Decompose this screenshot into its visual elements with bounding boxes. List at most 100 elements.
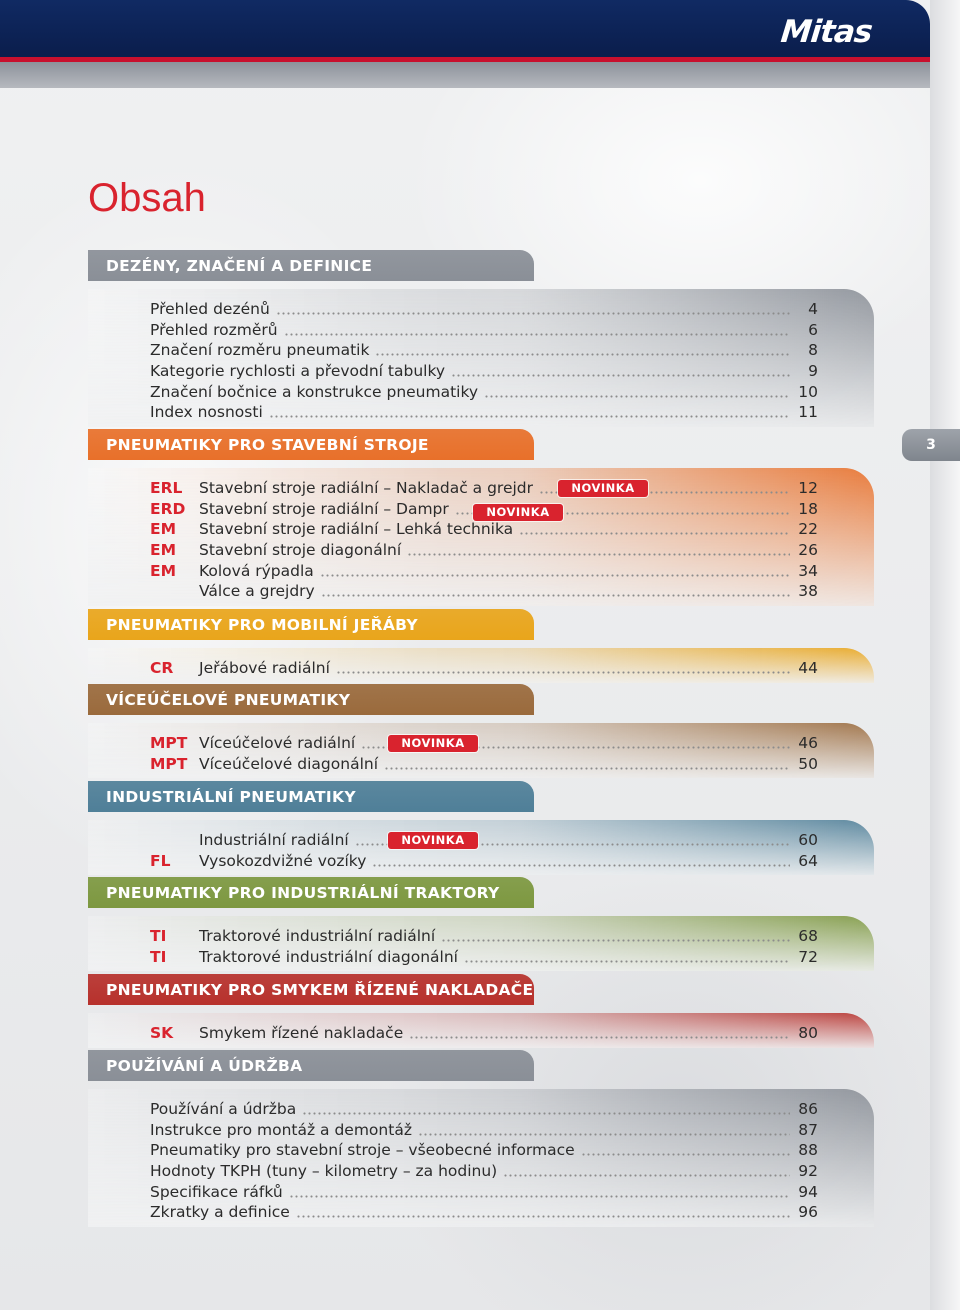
page-ref: 10: [798, 382, 818, 401]
page-ref: 12: [798, 479, 818, 497]
section-industrial: INDUSTRIÁLNÍ PNEUMATIKY Industriální radi…: [88, 781, 874, 875]
tire-code: CR: [150, 659, 174, 677]
dot-leader: [276, 312, 790, 315]
toc-entry[interactable]: Používání a údržba 86: [88, 1099, 874, 1120]
entry-label: Instrukce pro montáž a demontáž: [150, 1120, 412, 1139]
tire-code: TI: [150, 927, 167, 945]
page-ref: 94: [798, 1182, 818, 1201]
entry-label: Značení bočnice a konstrukce pneumatiky: [150, 382, 479, 401]
toc-entry[interactable]: EM Stavební stroje diagonální 26: [88, 540, 874, 561]
entry-label: Traktorové industriální diagonální: [199, 947, 458, 966]
page-ref: 34: [798, 561, 818, 580]
toc-entry[interactable]: CR Jeřábové radiální 44: [88, 658, 874, 679]
dot-leader: [409, 1036, 790, 1039]
section-maintenance: POUŽÍVÁNÍ A ÚDRŽBA Používání a údržba 86 In…: [88, 1050, 874, 1227]
entry-label: Zkratky a definice: [150, 1203, 290, 1222]
tire-code: EM: [150, 561, 177, 580]
entry-label: Kategorie rychlosti a převodní tabulky: [150, 362, 446, 381]
tire-code: SK: [150, 1024, 174, 1042]
section-heading: PNEUMATIKY PRO MOBILNÍ JEŘÁBY: [88, 609, 534, 640]
page-ref: 44: [798, 659, 818, 677]
section-heading: PNEUMATIKY PRO STAVEBNÍ STROJE: [88, 429, 534, 460]
toc-entry[interactable]: Kategorie rychlosti a převodní tabulky 9: [88, 361, 874, 382]
dot-leader: [375, 353, 790, 357]
toc-entry[interactable]: Přehled rozměrů 6: [88, 320, 874, 341]
dot-leader: [407, 553, 790, 557]
dot-leader: [539, 491, 790, 494]
dot-leader: [503, 1174, 790, 1178]
toc-entry[interactable]: Instrukce pro montáž a demontáž 87: [88, 1120, 874, 1141]
dot-leader: [455, 511, 790, 515]
section-skidsteer: PNEUMATIKY PRO SMYKEM ŘÍZENÉ NAKLADAČE SK…: [88, 974, 874, 1048]
page-ref: 6: [808, 320, 818, 339]
entry-label: Víceúčelové radiální: [199, 734, 356, 752]
toc-entry[interactable]: Značení bočnice a konstrukce pneumatiky 1…: [88, 382, 874, 403]
toc-entry[interactable]: Přehled dezénů 4: [88, 299, 874, 320]
new-badge: NOVINKA: [473, 503, 563, 521]
section-heading: POUŽÍVÁNÍ A ÚDRŽBA: [88, 1050, 534, 1081]
section-multipurpose: VÍCEÚČELOVÉ PNEUMATIKY MPT Víceúčelové rad…: [88, 684, 874, 778]
dot-leader: [441, 939, 790, 942]
section-body: Používání a údržba 86 Instrukce pro montáž…: [88, 1089, 874, 1227]
page-ref: 4: [808, 300, 818, 318]
toc-entry[interactable]: EM Stavební stroje radiální – Lehká techn…: [88, 519, 874, 540]
entry-label: Hodnoty TKPH (tuny – kilometry – za hodi…: [150, 1162, 498, 1181]
page-ref: 64: [798, 851, 818, 870]
tire-code: FL: [150, 851, 171, 870]
section-body: TI Traktorové industriální radiální 68 TI Tr…: [88, 916, 874, 971]
toc-entry[interactable]: FL Vysokozdvižné vozíky 64: [88, 851, 874, 872]
toc-entry[interactable]: Hodnoty TKPH (tuny – kilometry – za hodi…: [88, 1161, 874, 1182]
toc-entry[interactable]: TI Traktorové industriální diagonální 72: [88, 947, 874, 968]
page-ref: 92: [798, 1162, 818, 1181]
entry-label: Přehled rozměrů: [150, 320, 278, 339]
entry-label: Přehled dezénů: [150, 300, 270, 318]
toc-entry[interactable]: ERL Stavební stroje radiální – Nakladač a…: [88, 478, 874, 499]
dot-leader: [284, 332, 790, 336]
toc-entry[interactable]: Specifikace ráfků 94: [88, 1182, 874, 1203]
dot-leader: [384, 766, 790, 770]
right-margin-strip: [930, 0, 960, 1310]
section-heading: VÍCEÚČELOVÉ PNEUMATIKY: [88, 684, 534, 715]
section-cranes: PNEUMATIKY PRO MOBILNÍ JEŘÁBY CR Jeřábové …: [88, 609, 874, 683]
toc-entry[interactable]: ERD Stavební stroje radiální – Dampr NOVIN…: [88, 499, 874, 521]
toc-entry[interactable]: Značení rozměru pneumatik 8: [88, 340, 874, 361]
toc-entry[interactable]: MPT Víceúčelové radiální NOVINKA 46: [88, 733, 874, 754]
dot-leader: [321, 594, 790, 598]
section-body: CR Jeřábové radiální 44: [88, 648, 874, 683]
page-ref: 22: [798, 520, 818, 539]
page-ref: 88: [798, 1141, 818, 1160]
toc-entry[interactable]: EM Kolová rýpadla 34: [88, 561, 874, 582]
toc-entry[interactable]: Index nosnosti 11: [88, 402, 874, 423]
entry-label: Kolová rýpadla: [199, 561, 314, 580]
toc-entry[interactable]: Zkratky a definice 96: [88, 1202, 874, 1223]
header-grey-stripe: [0, 62, 930, 88]
toc-entry[interactable]: MPT Víceúčelové diagonální 50: [88, 754, 874, 775]
section-body: Industriální radiální NOVINKA 60 FL Vysokozd…: [88, 820, 874, 875]
entry-label: Používání a údržba: [150, 1100, 297, 1118]
toc-entry[interactable]: TI Traktorové industriální radiální 68: [88, 926, 874, 947]
dot-leader: [581, 1153, 790, 1157]
entry-label: Pneumatiky pro stavební stroje – všeobec…: [150, 1141, 575, 1160]
entry-label: Stavební stroje radiální – Dampr: [199, 499, 449, 518]
dot-leader: [289, 1194, 790, 1198]
page-ref: 11: [798, 403, 818, 422]
entry-label: Značení rozměru pneumatik: [150, 341, 370, 360]
entry-label: Víceúčelové diagonální: [199, 754, 378, 773]
tire-code: ERD: [150, 499, 186, 518]
toc-entry[interactable]: Pneumatiky pro stavební stroje – všeobec…: [88, 1140, 874, 1161]
tire-code: MPT: [150, 754, 188, 773]
dot-leader: [320, 573, 790, 577]
dot-leader: [418, 1132, 790, 1136]
toc-entry[interactable]: SK Smykem řízené nakladače 80: [88, 1023, 874, 1044]
entry-label: Válce a grejdry: [199, 582, 315, 601]
section-heading: DEZÉNY, ZNAČENÍ A DEFINICE: [88, 250, 534, 281]
section-heading: PNEUMATIKY PRO INDUSTRIÁLNÍ TRAKTORY: [88, 877, 534, 908]
toc-entry[interactable]: Válce a grejdry 38: [88, 581, 874, 602]
entry-label: Stavební stroje radiální – Lehká technik…: [199, 520, 514, 539]
page-ref: 18: [798, 499, 818, 518]
dot-leader: [269, 415, 790, 419]
toc-entry[interactable]: Industriální radiální NOVINKA 60: [88, 830, 874, 851]
header-red-stripe: [0, 57, 930, 62]
page-ref: 26: [798, 541, 818, 560]
